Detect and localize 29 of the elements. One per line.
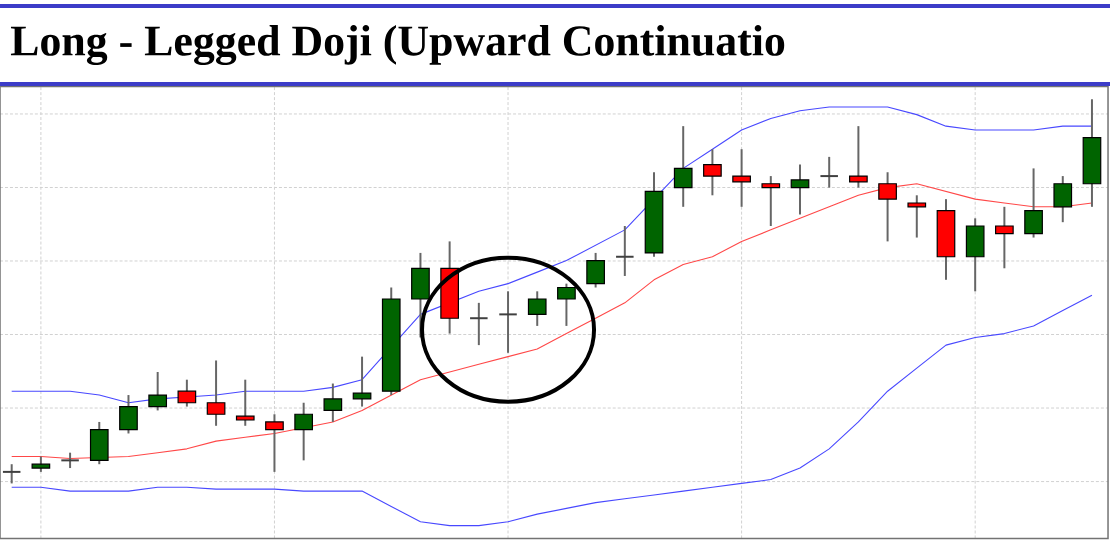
candlestick [177, 378, 197, 408]
candlestick [732, 148, 751, 208]
candlestick [819, 155, 839, 189]
candlestick [1024, 167, 1043, 239]
candlestick [235, 378, 255, 427]
candlestick [703, 148, 722, 197]
candlestick [557, 282, 576, 327]
candlestick [498, 290, 518, 354]
candlestick [790, 163, 810, 216]
candlestick [294, 401, 314, 462]
candlestick [119, 394, 138, 435]
candlestick [907, 194, 927, 239]
candlestick [265, 413, 284, 473]
candlestick [586, 251, 605, 289]
candlestick [995, 205, 1014, 270]
candlestick [1, 463, 22, 485]
candlestick [673, 125, 693, 208]
candlestick [323, 382, 343, 423]
candlestick [761, 175, 781, 228]
candlestick [878, 171, 897, 243]
candlestick [1053, 175, 1073, 224]
candlestick [615, 225, 635, 277]
candlestick [206, 359, 226, 427]
candlestick [849, 125, 868, 189]
candlestick [527, 290, 547, 327]
candlestick [469, 301, 489, 347]
chart-title: Long - Legged Doji (Upward Continuatio [10, 24, 785, 66]
candlestick [148, 371, 168, 412]
candlestick [352, 355, 372, 408]
